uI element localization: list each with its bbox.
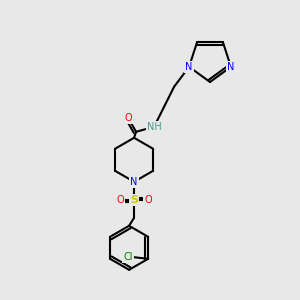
Text: NH: NH	[147, 122, 161, 132]
Text: N: N	[227, 62, 235, 72]
Text: O: O	[116, 195, 124, 205]
Text: O: O	[144, 195, 152, 205]
Text: O: O	[124, 113, 132, 123]
Text: Cl: Cl	[123, 252, 133, 262]
Text: N: N	[130, 177, 138, 187]
Text: S: S	[130, 195, 138, 205]
Text: N: N	[185, 62, 193, 72]
